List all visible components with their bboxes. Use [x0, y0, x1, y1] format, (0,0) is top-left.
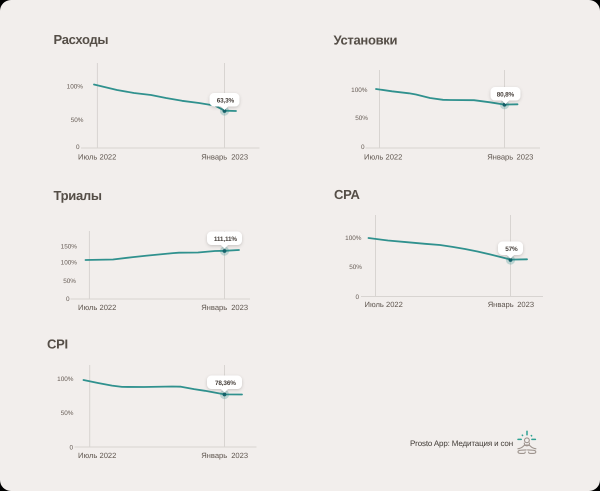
svg-text:Январь: Январь	[201, 152, 227, 161]
svg-text:63,3%: 63,3%	[217, 97, 235, 104]
svg-text:0: 0	[355, 294, 359, 301]
svg-text:Prosto App: Медитация и сон: Prosto App: Медитация и сон	[410, 439, 513, 448]
svg-text:100%: 100%	[351, 87, 368, 94]
svg-text:2023: 2023	[231, 303, 248, 312]
svg-text:Январь: Январь	[488, 300, 514, 309]
svg-text:0: 0	[361, 144, 365, 151]
svg-text:CPA: CPA	[334, 187, 360, 202]
svg-text:2023: 2023	[231, 152, 248, 161]
svg-text:50%: 50%	[63, 278, 76, 285]
svg-text:50%: 50%	[349, 264, 362, 271]
svg-text:80,8%: 80,8%	[497, 91, 515, 98]
svg-text:0: 0	[76, 144, 80, 151]
svg-text:50%: 50%	[355, 115, 368, 122]
svg-text:57%: 57%	[505, 246, 518, 253]
svg-text:2023: 2023	[517, 300, 534, 309]
svg-text:2023: 2023	[517, 152, 534, 161]
svg-text:Июль 2022: Июль 2022	[78, 152, 116, 161]
svg-text:100%: 100%	[67, 83, 84, 90]
svg-text:Январь: Январь	[201, 303, 227, 312]
svg-text:0: 0	[69, 444, 73, 451]
svg-text:100%: 100%	[61, 260, 78, 267]
svg-text:100%: 100%	[57, 376, 74, 383]
svg-text:CPI: CPI	[47, 337, 68, 352]
svg-text:Январь: Январь	[201, 451, 227, 460]
svg-text:78,36%: 78,36%	[215, 380, 236, 387]
svg-text:Установки: Установки	[334, 32, 398, 47]
svg-text:0: 0	[66, 296, 70, 303]
svg-text:Июль 2022: Июль 2022	[78, 303, 116, 312]
svg-text:50%: 50%	[71, 117, 84, 124]
svg-text:111,11%: 111,11%	[214, 236, 238, 243]
svg-text:Июль 2022: Июль 2022	[365, 300, 403, 309]
svg-text:Январь: Январь	[487, 152, 513, 161]
svg-text:150%: 150%	[61, 244, 78, 251]
svg-text:2023: 2023	[231, 451, 248, 460]
svg-text:Июль 2022: Июль 2022	[364, 152, 402, 161]
svg-text:100%: 100%	[345, 235, 362, 242]
svg-text:50%: 50%	[61, 410, 74, 417]
svg-text:Расходы: Расходы	[54, 32, 109, 47]
svg-text:Июль 2022: Июль 2022	[78, 451, 116, 460]
svg-text:Триалы: Триалы	[54, 188, 102, 203]
